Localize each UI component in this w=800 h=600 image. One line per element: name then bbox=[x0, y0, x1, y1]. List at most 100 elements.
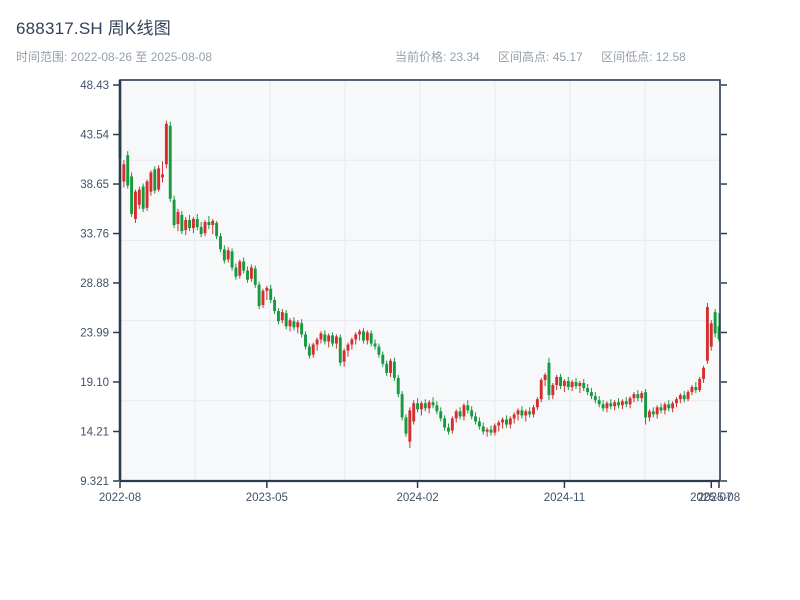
candle-body bbox=[524, 411, 528, 416]
candle-body bbox=[578, 382, 582, 387]
candle-body bbox=[161, 174, 164, 178]
candle-body bbox=[130, 176, 134, 214]
range-low-stat: 区间低点: 12.58 bbox=[601, 50, 686, 64]
candle-body bbox=[327, 335, 331, 342]
candle-body bbox=[304, 334, 307, 347]
candle-body bbox=[462, 405, 466, 417]
candle-body bbox=[454, 411, 458, 419]
candle-body bbox=[470, 410, 474, 417]
candle-body bbox=[362, 331, 365, 341]
candle-body bbox=[389, 360, 392, 373]
candle-body bbox=[300, 323, 304, 335]
candle-body bbox=[505, 419, 508, 425]
candle-body bbox=[651, 411, 655, 415]
candle-body bbox=[315, 339, 319, 345]
candle-body bbox=[489, 429, 493, 433]
candle-body bbox=[698, 378, 702, 391]
candle-body bbox=[338, 337, 342, 363]
page-title: 688317.SH 周K线图 bbox=[16, 19, 171, 38]
candle-body bbox=[582, 382, 586, 389]
candle-body bbox=[458, 411, 462, 417]
candle-body bbox=[535, 399, 539, 408]
candle-body bbox=[346, 344, 350, 351]
candle-body bbox=[694, 387, 698, 391]
candle-body bbox=[613, 402, 617, 407]
y-tick-label: 28.88 bbox=[80, 278, 109, 290]
candle-body bbox=[145, 181, 149, 208]
candle-body bbox=[501, 419, 505, 423]
candle-body bbox=[512, 414, 516, 419]
candle-body bbox=[497, 422, 501, 426]
candle-body bbox=[532, 407, 535, 415]
candle-body bbox=[450, 418, 454, 431]
candle-body bbox=[168, 125, 172, 199]
candle-body bbox=[137, 189, 141, 205]
x-tick-label: 2023-05 bbox=[246, 492, 288, 504]
candle-body bbox=[219, 236, 222, 250]
candle-body bbox=[408, 410, 412, 442]
candle-body bbox=[392, 361, 396, 378]
candle-body bbox=[280, 312, 284, 321]
candle-body bbox=[435, 405, 439, 412]
candle-body bbox=[466, 405, 470, 411]
candle-body bbox=[199, 227, 203, 235]
candle-body bbox=[191, 218, 195, 229]
candle-body bbox=[528, 411, 532, 415]
candle-body bbox=[632, 394, 636, 399]
candle-body bbox=[474, 416, 477, 422]
candle-body bbox=[555, 376, 559, 386]
y-axis-ticks: 48.43 43.54 38.65 33.76 28.88 23.99 19.10 14.21… bbox=[80, 80, 727, 488]
candle-body bbox=[412, 403, 416, 422]
candle-body bbox=[551, 385, 555, 396]
x-tick-label: 2024-11 bbox=[544, 492, 585, 504]
candle-body bbox=[226, 250, 230, 260]
candle-body bbox=[222, 249, 226, 261]
candle-body bbox=[431, 402, 435, 406]
candle-body bbox=[157, 168, 161, 190]
candle-body bbox=[671, 403, 675, 409]
candle-body bbox=[609, 403, 613, 407]
x-axis-ticks: 2022-08 2023-05 2024-02 2024-11 2025-072025-… bbox=[99, 482, 740, 504]
candle-body bbox=[373, 343, 377, 347]
candle-body bbox=[203, 221, 207, 234]
candle-body bbox=[593, 396, 597, 401]
y-tick-label: 38.65 bbox=[80, 179, 109, 191]
candle-body bbox=[717, 326, 721, 340]
candle-body bbox=[539, 379, 543, 400]
candle-body bbox=[443, 418, 447, 428]
candle-body bbox=[153, 169, 157, 191]
candle-body bbox=[350, 339, 354, 345]
candle-body bbox=[215, 223, 219, 237]
candle-body bbox=[261, 290, 265, 306]
y-tick-label: 9.321 bbox=[80, 476, 109, 488]
candle-body bbox=[570, 381, 574, 388]
candle-body bbox=[404, 417, 408, 434]
candle-body bbox=[520, 410, 524, 416]
candle-body bbox=[249, 267, 253, 279]
y-tick-label: 33.76 bbox=[80, 229, 109, 241]
candle-body bbox=[516, 410, 520, 415]
candle-body bbox=[543, 374, 547, 380]
candle-body bbox=[176, 211, 180, 225]
candle-body bbox=[640, 393, 644, 399]
gridlines bbox=[120, 80, 720, 481]
candle-body bbox=[311, 344, 315, 355]
candle-body bbox=[253, 268, 257, 285]
range-high-stat: 区间高点: 45.17 bbox=[498, 50, 583, 64]
candle-body bbox=[559, 376, 563, 387]
candle-body bbox=[238, 261, 242, 276]
y-tick-label: 48.43 bbox=[80, 80, 109, 92]
candle-body bbox=[396, 377, 400, 395]
candle-body bbox=[617, 402, 620, 406]
candle-body bbox=[477, 421, 481, 427]
candle-body bbox=[377, 346, 381, 355]
y-tick-label: 19.10 bbox=[80, 377, 109, 389]
candle-body bbox=[647, 411, 651, 418]
candle-body bbox=[493, 425, 497, 433]
candle-body bbox=[400, 394, 404, 418]
candle-body bbox=[590, 392, 593, 397]
candle-body bbox=[141, 186, 145, 209]
candle-body bbox=[713, 312, 717, 334]
candle-body bbox=[423, 403, 427, 409]
